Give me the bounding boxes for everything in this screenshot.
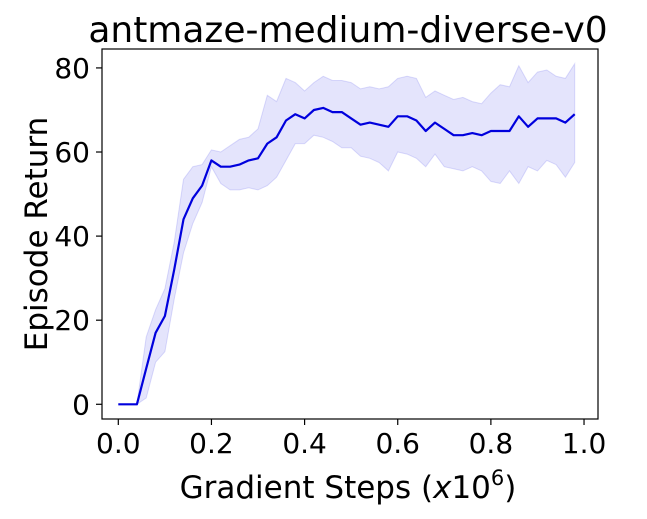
x-tick-label: 0.0 xyxy=(96,427,141,460)
confidence-band xyxy=(118,61,576,405)
y-tick-label: 40 xyxy=(54,220,90,253)
plot-area xyxy=(118,61,576,406)
x-tick-label: 0.6 xyxy=(375,427,420,460)
y-tick-label: 80 xyxy=(54,52,90,85)
x-axis-label-base: 10 xyxy=(451,470,490,506)
x-axis-label-suffix: ) xyxy=(504,470,516,506)
x-axis-label-var: x xyxy=(432,470,452,506)
y-tick-label: 60 xyxy=(54,136,90,169)
axes-frame xyxy=(101,48,599,420)
x-tick-label: 0.2 xyxy=(189,427,234,460)
chart-title: antmaze-medium-diverse-v0 xyxy=(88,10,607,51)
y-tick-label: 20 xyxy=(54,304,90,337)
x-axis-label: Gradient Steps (x106) xyxy=(180,466,517,506)
x-tick-label: 0.4 xyxy=(282,427,327,460)
mean-return-line xyxy=(118,106,576,406)
y-axis-label: Episode Return xyxy=(19,117,55,351)
x-axis-label-exponent: 6 xyxy=(491,466,504,490)
x-tick-label: 0.8 xyxy=(469,427,514,460)
x-axis-label-prefix: Gradient Steps ( xyxy=(180,470,433,506)
x-tick-label: 1.0 xyxy=(562,427,607,460)
x-axis-ticks: 0.0 0.2 0.4 0.6 0.8 1.0 xyxy=(96,419,606,460)
y-axis-ticks: 0 20 40 60 80 xyxy=(54,52,102,421)
y-tick-label: 0 xyxy=(72,388,90,421)
